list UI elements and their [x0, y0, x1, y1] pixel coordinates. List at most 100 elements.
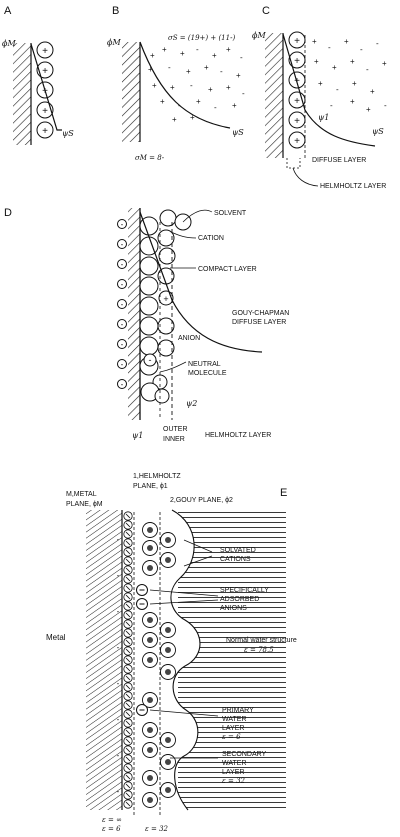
panel-e-solvated-2: CATIONS — [220, 556, 251, 563]
panel-c-psi-1: ψ1 — [318, 113, 329, 122]
svg-text:+: + — [170, 83, 175, 92]
panel-d: D - - - - - - - - - + - — [4, 207, 289, 443]
svg-text:-: - — [178, 101, 181, 110]
svg-text:-: - — [330, 101, 333, 110]
svg-text:-: - — [117, 787, 120, 796]
svg-text:+: + — [152, 81, 157, 90]
svg-text:+: + — [294, 36, 300, 47]
panel-e-letter: E — [280, 487, 287, 499]
panel-c-cations: + + + + + + — [288, 31, 306, 149]
panel-e-gouy-plane: 2,GOUY PLANE, ϕ2 — [170, 497, 233, 504]
svg-text:+: + — [382, 59, 387, 68]
svg-text:+: + — [236, 71, 241, 80]
svg-text:-: - — [121, 280, 124, 289]
svg-text:+: + — [226, 83, 231, 92]
panel-e-eps-785: ε = 78.5 — [244, 646, 274, 654]
svg-text:+: + — [42, 106, 48, 117]
panel-e-primary-water-column — [123, 511, 133, 809]
panel-d-outer: OUTER — [163, 426, 188, 433]
panel-d-electrode — [128, 208, 140, 420]
panel-c-potential-curve — [282, 33, 376, 147]
panel-d-solvent: SOLVENT — [214, 210, 247, 217]
panel-d-inner: INNER — [163, 436, 185, 443]
panel-d-cation: CATION — [198, 235, 224, 242]
panel-e-secondary-3: LAYER — [222, 769, 244, 776]
svg-text:+: + — [162, 45, 167, 54]
panel-e-metal-block — [86, 510, 122, 810]
svg-text:+: + — [344, 37, 349, 46]
svg-text:-: - — [206, 117, 209, 126]
svg-text:-: - — [117, 679, 120, 688]
svg-text:-: - — [117, 643, 120, 652]
svg-text:-: - — [336, 85, 339, 94]
panel-d-compact-layer: COMPACT LAYER — [198, 266, 257, 273]
panel-a-electrode — [13, 43, 31, 145]
svg-text:-: - — [117, 571, 120, 580]
svg-text:+: + — [318, 79, 323, 88]
panel-e-solvated-1: SOLVATED — [220, 547, 256, 554]
svg-text:-: - — [190, 81, 193, 90]
panel-d-solvent-molecules — [139, 209, 192, 404]
svg-text:+: + — [212, 51, 217, 60]
svg-text:-: - — [384, 101, 387, 110]
svg-text:+: + — [370, 87, 375, 96]
svg-text:+: + — [366, 105, 371, 114]
panel-d-gouy-chapman-1: GOUY-CHAPMAN — [232, 310, 289, 317]
svg-text:+: + — [150, 51, 155, 60]
panel-e-primary-3: LAYER — [222, 725, 244, 732]
svg-text:-: - — [168, 63, 171, 72]
panel-b-sigma-m: σM = 8- — [135, 154, 165, 162]
svg-text:-: - — [121, 340, 124, 349]
svg-text:-: - — [117, 715, 120, 724]
svg-text:+: + — [163, 294, 168, 304]
panel-e-adsorbed-2: ADSORBED — [220, 596, 259, 603]
svg-text:+: + — [294, 96, 300, 107]
panel-e-adsorbed-3: ANIONS — [220, 605, 247, 612]
panel-d-psi-2: ψ2 — [186, 399, 197, 408]
svg-text:-: - — [328, 43, 331, 52]
svg-text:+: + — [148, 65, 153, 74]
panel-d-gouy-chapman-2: DIFFUSE LAYER — [232, 319, 286, 326]
panel-e: E M,METAL PLANE, ϕM 1,HELMHOLTZ PLANE, ϕ… — [46, 473, 297, 833]
svg-text:+: + — [350, 57, 355, 66]
panel-c-letter: C — [262, 5, 270, 17]
panel-e-bulk-water — [178, 510, 286, 810]
panel-c-helmholtz-layer: HELMHOLTZ LAYER — [320, 183, 386, 190]
svg-text:-: - — [121, 320, 124, 329]
svg-text:+: + — [186, 67, 191, 76]
svg-text:-: - — [117, 607, 120, 616]
panel-b-electrode — [122, 42, 140, 142]
panel-a-psi-s: ψS — [62, 129, 74, 138]
svg-text:-: - — [117, 535, 120, 544]
svg-text:-: - — [360, 45, 363, 54]
panel-d-potential-curve — [139, 211, 263, 353]
panel-e-water-boundary — [170, 509, 201, 811]
svg-text:-: - — [121, 240, 124, 249]
svg-text:+: + — [312, 37, 317, 46]
svg-text:+: + — [294, 136, 300, 147]
panel-e-helmholtz-1: 1,HELMHOLTZ — [133, 473, 181, 480]
svg-text:+: + — [160, 97, 165, 106]
svg-text:+: + — [208, 85, 213, 94]
svg-text:-: - — [196, 45, 199, 54]
svg-text:-: - — [149, 355, 152, 365]
svg-text:+: + — [226, 45, 231, 54]
svg-text:+: + — [350, 97, 355, 106]
panel-e-secondary-2: WATER — [222, 760, 247, 767]
svg-text:-: - — [242, 89, 245, 98]
panel-b: B ϕM σS = (19+) + (11-) ψS σM = 8- ++ + -+… — [107, 5, 245, 162]
panel-c-ions: +-+-- +++-+ +-++ - ++ - — [312, 37, 387, 114]
svg-text:+: + — [172, 115, 177, 124]
svg-text:+: + — [352, 79, 357, 88]
panel-b-ions: ++ + -++- + - + + - + + + - + +- + - +- + + + - — [148, 45, 245, 126]
svg-text:-: - — [121, 360, 124, 369]
panel-a: A ϕM + + + + + ψS — [2, 5, 74, 145]
panel-e-primary-1: PRIMARY — [222, 707, 254, 714]
panel-e-metal-plane-2: PLANE, ϕM — [66, 501, 103, 508]
panel-e-metal: Metal — [46, 633, 66, 642]
svg-text:-: - — [240, 53, 243, 62]
panel-d-neutral-2: MOLECULE — [188, 370, 227, 377]
svg-text:+: + — [204, 63, 209, 72]
svg-text:+: + — [332, 63, 337, 72]
panel-e-solvated-cations — [136, 522, 176, 808]
